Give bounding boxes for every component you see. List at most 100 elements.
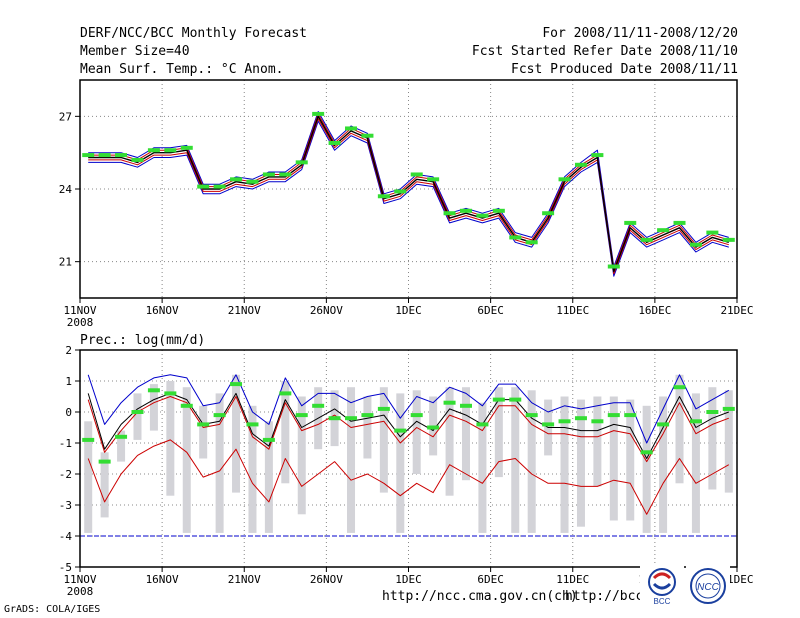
prec-marker bbox=[131, 410, 144, 414]
ncc-logo-icon: NCC bbox=[686, 566, 730, 606]
temp-marker bbox=[427, 177, 440, 182]
ncc-url[interactable]: http://ncc.cma.gov.cn(ch) bbox=[382, 589, 578, 604]
prec-spread-bar bbox=[182, 387, 191, 533]
temp-marker bbox=[624, 220, 637, 225]
prec-marker bbox=[706, 410, 719, 414]
temp-marker bbox=[476, 213, 489, 218]
temp-marker bbox=[262, 172, 275, 177]
prec-marker bbox=[98, 459, 111, 464]
prec-marker bbox=[558, 419, 571, 424]
prec-x-tick-label: 11NOV bbox=[63, 573, 96, 586]
prec-marker bbox=[312, 403, 325, 408]
prec-x-tick-label: 21NOV bbox=[228, 573, 261, 586]
prec-marker bbox=[164, 391, 177, 396]
prec-marker bbox=[213, 413, 226, 418]
temp-marker bbox=[345, 126, 358, 131]
temp-marker bbox=[640, 237, 653, 242]
prec-marker bbox=[459, 403, 472, 408]
temp-x-tick-label: 1DEC bbox=[395, 304, 422, 317]
prec-marker bbox=[542, 422, 555, 427]
temp-marker bbox=[558, 177, 571, 182]
prec-marker bbox=[657, 422, 670, 427]
temp-marker bbox=[197, 184, 210, 189]
started-refer-date: Fcst Started Refer Date 2008/11/10 bbox=[471, 44, 738, 59]
prec-spread-bar bbox=[593, 396, 602, 487]
prec-spread-bar bbox=[149, 384, 158, 431]
prec-spread-bar bbox=[659, 396, 668, 533]
prec-spread-bar bbox=[281, 381, 290, 484]
prec-marker bbox=[525, 413, 538, 418]
prec-red-lower bbox=[87, 439, 730, 515]
prec-y-tick-label: 1 bbox=[65, 375, 72, 388]
temp-marker bbox=[180, 145, 193, 150]
temp-marker bbox=[164, 148, 177, 153]
temp-x-tick-label: 21DEC bbox=[720, 304, 753, 317]
prec-marker bbox=[509, 397, 522, 402]
temp-x-tick-label: 26NOV bbox=[310, 304, 343, 317]
prec-blue-upper bbox=[87, 374, 730, 444]
temp-x-tick-label: 21NOV bbox=[228, 304, 261, 317]
temp-marker bbox=[328, 140, 341, 145]
prec-title: Prec.: log(mm/d) bbox=[80, 333, 205, 348]
prec-spread-bar bbox=[117, 430, 126, 462]
prec-y-tick-label: -1 bbox=[59, 437, 72, 450]
produced-date: Fcst Produced Date 2008/11/11 bbox=[511, 62, 738, 77]
temp-x-tick-label: 11NOV bbox=[63, 304, 96, 317]
prec-spread-bar bbox=[412, 390, 421, 474]
forecast-period: For 2008/11/11-2008/12/20 bbox=[542, 26, 738, 41]
temp-x-tick-label: 6DEC bbox=[477, 304, 504, 317]
temp-y-tick-label: 21 bbox=[59, 256, 72, 269]
bcc-url[interactable]: http://bcc.c bbox=[565, 589, 659, 604]
prec-marker bbox=[246, 422, 259, 427]
prec-spread-bar bbox=[708, 387, 717, 490]
prec-spread-bar bbox=[675, 374, 684, 484]
prec-marker bbox=[476, 422, 489, 427]
prec-x-tick-label: 11DEC bbox=[556, 573, 589, 586]
prec-marker bbox=[722, 406, 735, 411]
prec-spread-bar bbox=[396, 393, 405, 533]
temp-marker bbox=[295, 160, 308, 165]
prec-spread-bar bbox=[100, 452, 109, 518]
temp-marker bbox=[230, 177, 243, 182]
prec-marker bbox=[180, 403, 193, 408]
prec-x-tick-label: 6DEC bbox=[477, 573, 504, 586]
temp-marker bbox=[509, 235, 522, 240]
temp-marker bbox=[607, 264, 620, 269]
temp-marker bbox=[525, 240, 538, 245]
prec-spread-bar bbox=[264, 421, 273, 533]
temp-y-tick-label: 27 bbox=[59, 110, 72, 123]
prec-marker bbox=[574, 416, 587, 421]
temp-x-tick-label: 16DEC bbox=[638, 304, 671, 317]
prec-spread-bar bbox=[626, 399, 635, 521]
prec-marker bbox=[492, 397, 505, 402]
prec-spread-bar bbox=[133, 393, 142, 440]
prec-marker bbox=[689, 419, 702, 424]
prec-mean-line bbox=[87, 392, 729, 459]
prec-spread-bar bbox=[609, 396, 618, 521]
prec-marker bbox=[427, 425, 440, 430]
temp-marker bbox=[147, 148, 160, 153]
temp-marker bbox=[131, 157, 144, 162]
prec-marker bbox=[279, 391, 292, 396]
prec-marker bbox=[673, 385, 686, 390]
temp-marker bbox=[657, 228, 670, 233]
bcc-logo-label: BCC bbox=[654, 597, 671, 606]
prec-spread-bar bbox=[461, 387, 470, 481]
prec-spread-bar bbox=[166, 381, 175, 496]
chart-title: DERF/NCC/BCC Monthly Forecast bbox=[80, 26, 307, 41]
temp-marker bbox=[82, 153, 95, 158]
prec-x-tick-label: 26NOV bbox=[310, 573, 343, 586]
prec-x-year-label: 2008 bbox=[67, 585, 94, 598]
temp-marker bbox=[394, 189, 407, 194]
ncc-logo-label: NCC bbox=[697, 582, 719, 593]
prec-spread-bar bbox=[511, 387, 520, 533]
prec-spread-bar bbox=[576, 399, 585, 527]
prec-y-tick-label: -4 bbox=[59, 530, 73, 543]
prec-marker bbox=[147, 388, 160, 393]
prec-marker bbox=[591, 419, 604, 424]
prec-marker bbox=[262, 437, 275, 442]
prec-marker bbox=[230, 382, 243, 387]
prec-x-tick-label: 16NOV bbox=[146, 573, 179, 586]
prec-spread-bar bbox=[724, 390, 733, 493]
